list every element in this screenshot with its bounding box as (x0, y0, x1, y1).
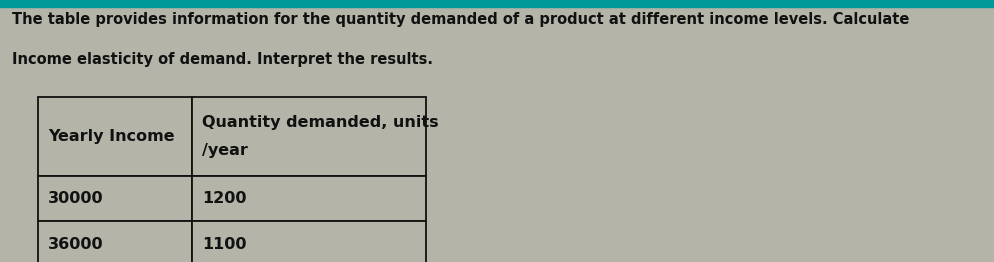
Text: Yearly Income: Yearly Income (48, 129, 174, 144)
Text: Income elasticity of demand. Interpret the results.: Income elasticity of demand. Interpret t… (12, 52, 432, 67)
Text: 36000: 36000 (48, 237, 103, 252)
Text: Quantity demanded, units: Quantity demanded, units (202, 114, 438, 130)
Text: 1200: 1200 (202, 191, 247, 206)
Text: The table provides information for the quantity demanded of a product at differe: The table provides information for the q… (12, 12, 909, 27)
Text: /year: /year (202, 143, 248, 158)
Text: 1100: 1100 (202, 237, 247, 252)
Text: 30000: 30000 (48, 191, 103, 206)
